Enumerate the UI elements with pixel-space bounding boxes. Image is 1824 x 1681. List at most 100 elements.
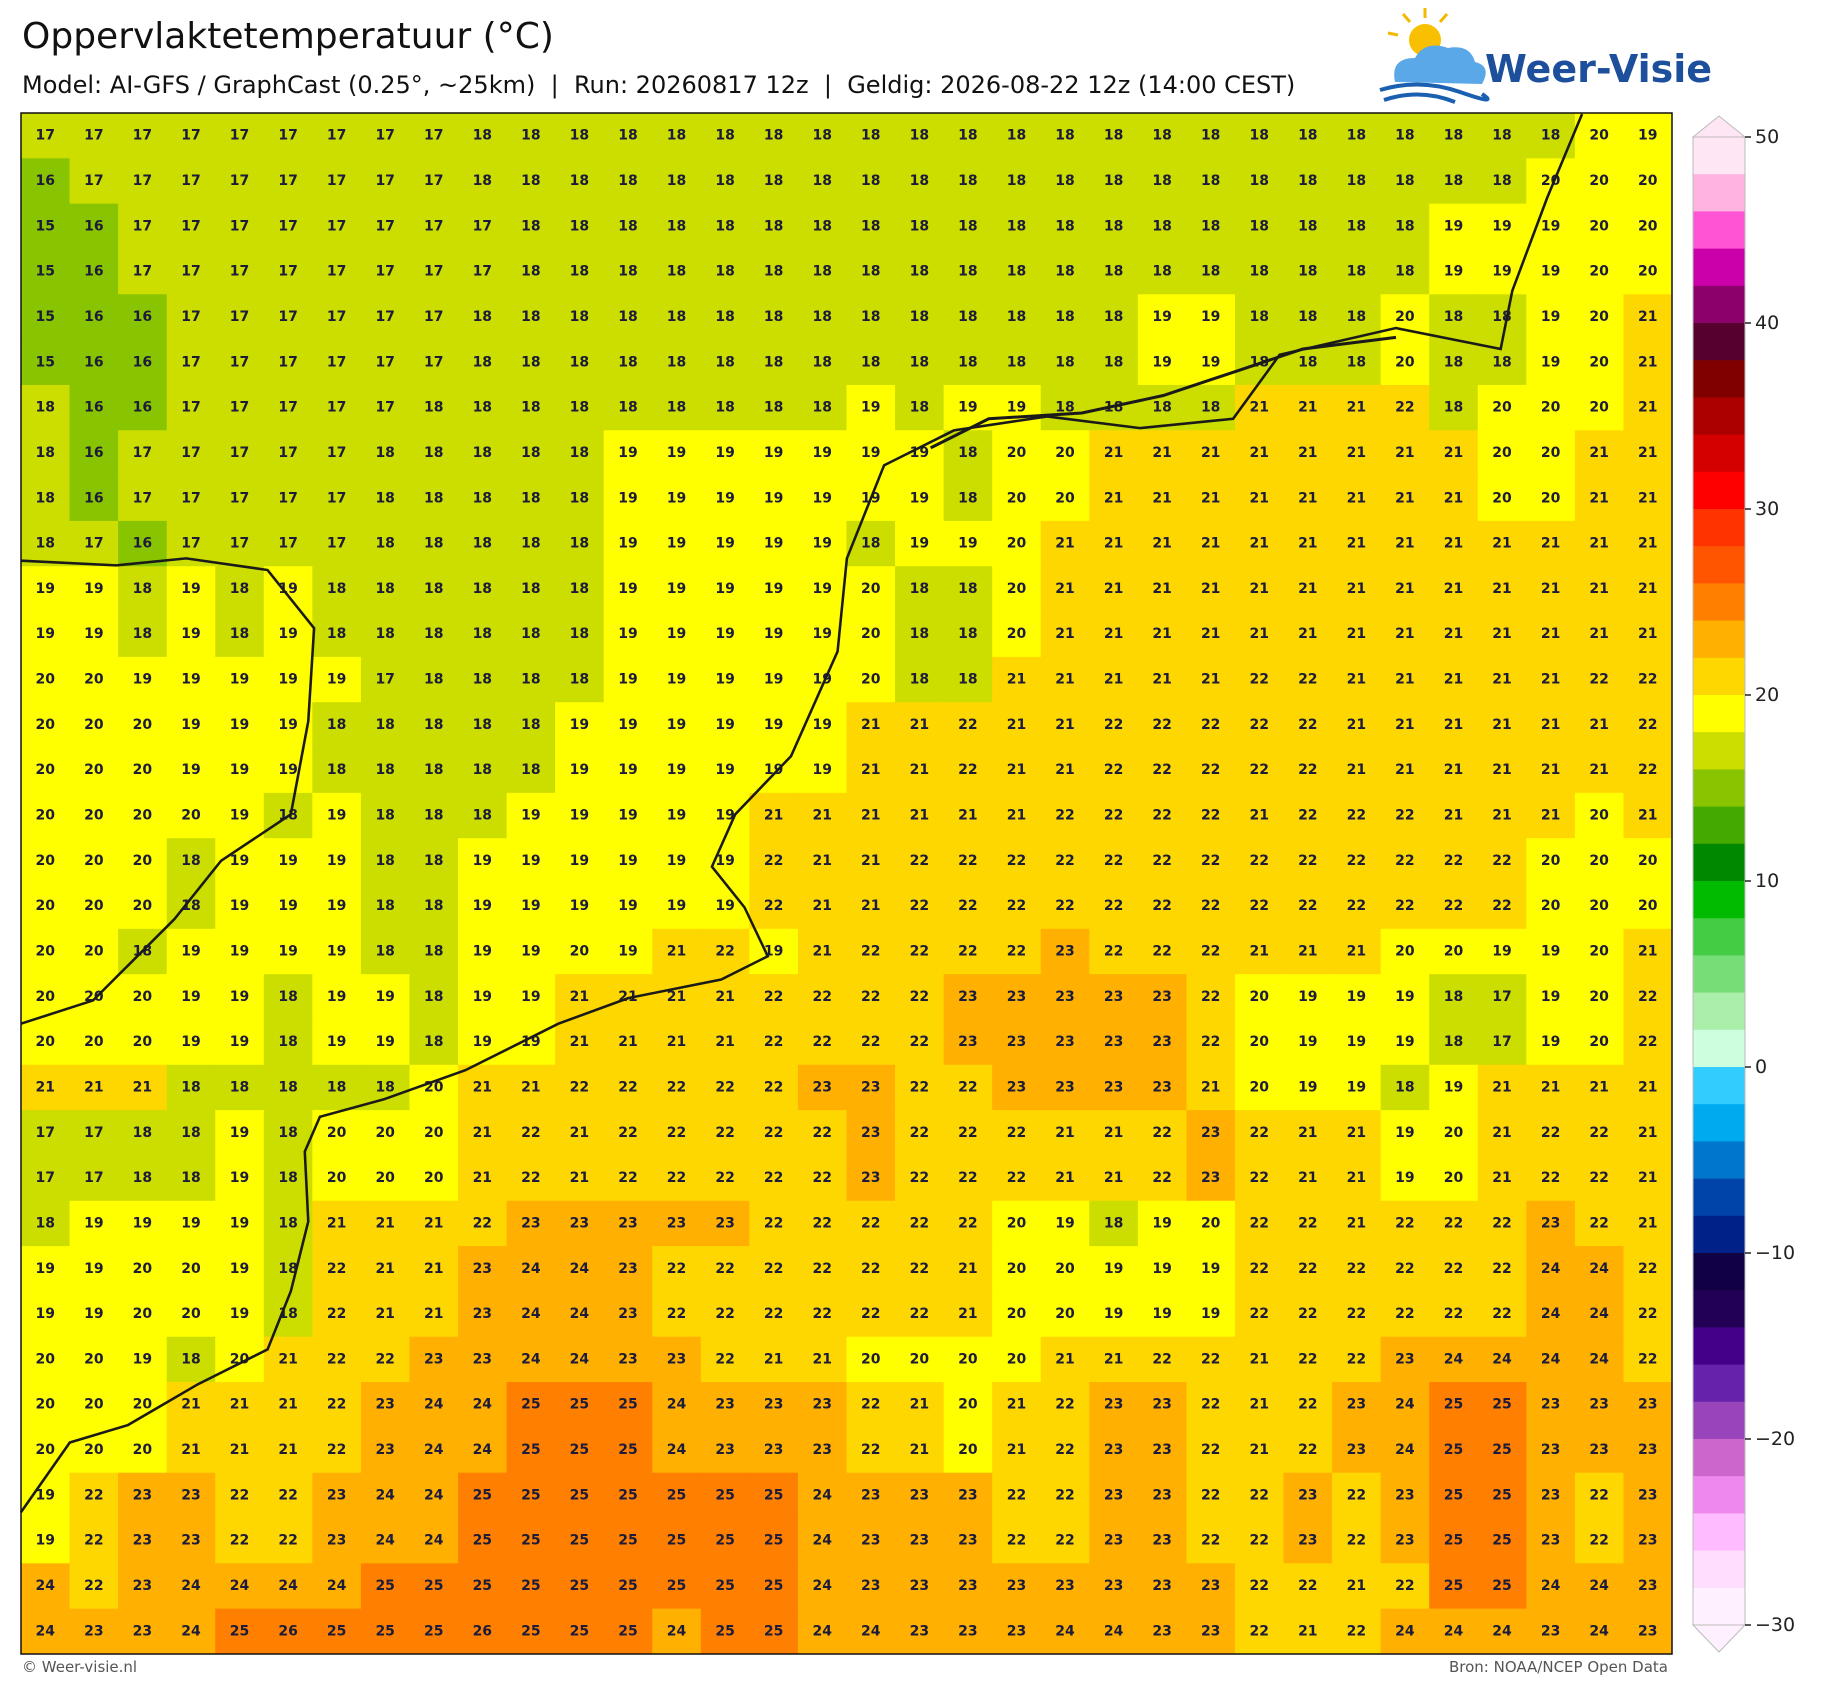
temperature-label: 19 (764, 445, 783, 461)
temperature-label: 22 (327, 1306, 346, 1322)
temperature-cell (1574, 656, 1624, 703)
temperature-cell (1089, 158, 1139, 205)
temperature-cell (409, 339, 459, 386)
colorbar-segment (1693, 992, 1745, 1031)
temperature-label: 21 (1395, 490, 1414, 506)
temperature-label: 19 (715, 626, 734, 642)
temperature-label: 18 (958, 672, 977, 688)
temperature-label: 21 (1395, 445, 1414, 461)
temperature-label: 19 (715, 898, 734, 914)
temperature-cell (992, 566, 1042, 613)
temperature-cell (166, 430, 216, 477)
temperature-label: 18 (1444, 173, 1463, 189)
temperature-cell (506, 611, 556, 658)
temperature-label: 22 (812, 1125, 831, 1141)
temperature-label: 22 (667, 1306, 686, 1322)
temperature-label: 18 (667, 128, 686, 144)
temperature-cell (1089, 566, 1139, 613)
temperature-label: 18 (1055, 309, 1074, 325)
temperature-label: 18 (375, 490, 394, 506)
temperature-cell (360, 203, 410, 250)
temperature-label: 17 (84, 536, 103, 552)
temperature-cell (992, 248, 1042, 295)
temperature-label: 22 (715, 1079, 734, 1095)
temperature-cell (21, 475, 71, 522)
temperature-label: 22 (1347, 1533, 1366, 1549)
temperature-label: 22 (958, 898, 977, 914)
temperature-label: 17 (84, 1170, 103, 1186)
temperature-cell (1380, 656, 1430, 703)
temperature-label: 23 (1055, 1079, 1074, 1095)
temperature-cell (166, 566, 216, 613)
temperature-label: 17 (133, 445, 152, 461)
colorbar-segment (1693, 1067, 1745, 1105)
temperature-label: 22 (764, 1034, 783, 1050)
temperature-label: 18 (424, 853, 443, 869)
temperature-label: 22 (910, 853, 929, 869)
temperature-label: 21 (1298, 626, 1317, 642)
colorbar-segment (1693, 1215, 1745, 1254)
temperature-label: 19 (1152, 354, 1171, 370)
temperature-label: 18 (181, 1170, 200, 1186)
temperature-label: 21 (1589, 536, 1608, 552)
temperature-label: 22 (1201, 943, 1220, 959)
temperature-label: 18 (473, 490, 492, 506)
temperature-cell (69, 656, 119, 703)
temperature-cell (1234, 702, 1285, 749)
temperature-label: 18 (764, 354, 783, 370)
temperature-cell (21, 656, 71, 703)
temperature-cell (1429, 656, 1479, 703)
temperature-cell (215, 430, 265, 477)
temperature-label: 23 (424, 1351, 443, 1367)
temperature-cell (1380, 702, 1430, 749)
temperature-cell (1623, 702, 1673, 749)
temperature-label: 17 (1492, 989, 1511, 1005)
temperature-label: 21 (1638, 626, 1657, 642)
temperature-cell (1574, 611, 1624, 658)
temperature-label: 21 (133, 1079, 152, 1095)
temperature-label: 19 (1444, 1079, 1463, 1095)
temperature-label: 20 (1638, 173, 1658, 189)
temperature-label: 21 (812, 1351, 831, 1367)
temperature-label: 19 (715, 445, 734, 461)
temperature-label: 16 (36, 173, 55, 189)
temperature-label: 20 (1492, 445, 1512, 461)
temperature-label: 19 (1152, 1215, 1171, 1231)
temperature-label: 18 (570, 173, 589, 189)
temperature-label: 21 (1104, 626, 1123, 642)
temperature-label: 23 (375, 1397, 394, 1413)
temperature-label: 20 (1055, 490, 1075, 506)
temperature-label: 21 (1104, 490, 1123, 506)
temperature-label: 22 (1638, 717, 1657, 733)
temperature-label: 22 (1201, 1351, 1220, 1367)
temperature-label: 22 (1492, 1306, 1511, 1322)
temperature-label: 22 (764, 1215, 783, 1231)
temperature-label: 21 (1347, 626, 1366, 642)
temperature-label: 18 (764, 309, 783, 325)
temperature-cell (1623, 113, 1673, 159)
temperature-label: 19 (278, 717, 297, 733)
temperature-label: 22 (84, 1533, 103, 1549)
temperature-label: 19 (278, 672, 297, 688)
temperature-label: 18 (715, 128, 734, 144)
temperature-label: 22 (1250, 1170, 1269, 1186)
temperature-label: 19 (36, 1306, 55, 1322)
temperature-cell (652, 248, 702, 295)
temperature-label: 21 (1444, 536, 1463, 552)
temperature-label: 21 (812, 808, 831, 824)
temperature-cell (1283, 475, 1333, 522)
temperature-label: 17 (375, 672, 394, 688)
temperature-label: 23 (327, 1533, 346, 1549)
temperature-cell (312, 430, 362, 477)
temperature-cell (21, 520, 71, 567)
temperature-label: 18 (1444, 989, 1463, 1005)
colorbar-segment (1693, 509, 1745, 547)
temperature-label: 21 (667, 989, 686, 1005)
temperature-label: 23 (1007, 1578, 1026, 1594)
temperature-cell (312, 339, 362, 386)
temperature-label: 25 (1444, 1442, 1463, 1458)
temperature-cell (458, 158, 508, 205)
temperature-label: 18 (667, 400, 686, 416)
temperature-label: 21 (1250, 490, 1269, 506)
temperature-cell (1429, 113, 1479, 159)
